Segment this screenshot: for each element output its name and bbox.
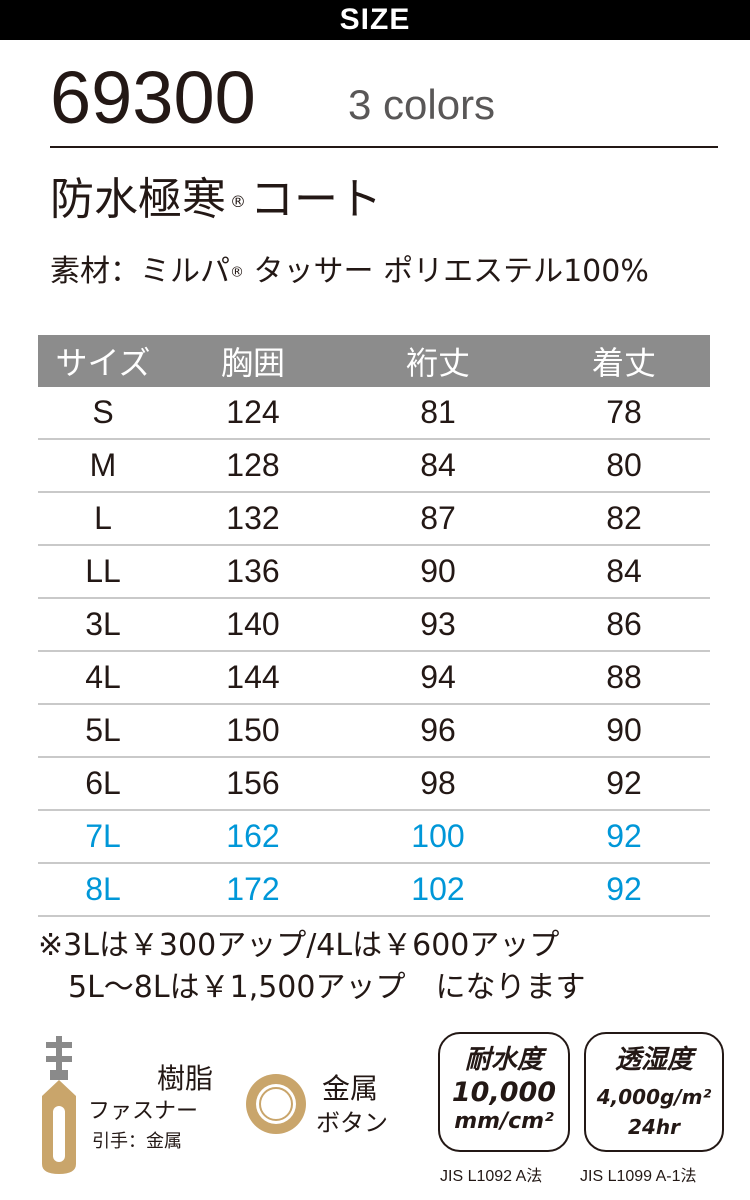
material-suffix: タッサー ポリエステル100% [244,254,649,289]
table-row: 4L 144 94 88 [38,652,710,705]
registered-mark: ® [230,192,246,211]
breathability-value: 4,000g/m² [596,1085,712,1109]
waterproof-unit: mm/cm² [454,1109,554,1134]
divider [50,146,718,148]
cell-length: 90 [606,712,642,748]
table-row: 6L 156 98 92 [38,758,710,811]
color-count: 3 colors [348,81,496,128]
cell-sleeve: 87 [420,500,456,536]
cell-sleeve: 96 [420,712,456,748]
waterproof-badge: 耐水度 10,000 mm/cm² [438,1032,570,1152]
cell-chest: 156 [226,765,280,801]
cell-chest: 144 [226,659,280,695]
table-row: S 124 81 78 [38,387,710,440]
cell-chest: 162 [226,818,280,854]
cell-length: 92 [606,871,642,907]
cell-length: 88 [606,659,642,695]
table-row: L 132 87 82 [38,493,710,546]
button-title: 金属 [322,1072,379,1105]
cell-chest: 132 [226,500,280,536]
cell-chest: 128 [226,447,280,483]
cell-chest: 136 [226,553,280,589]
cell-sleeve: 90 [420,553,456,589]
table-row: 5L 150 96 90 [38,705,710,758]
cell-sleeve: 84 [420,447,456,483]
cell-sleeve: 102 [411,871,465,907]
cell-size: 6L [85,765,121,801]
cell-chest: 172 [226,871,280,907]
price-note-line-2: 5L～8Lは￥1,500アップ になります [38,970,586,1005]
cell-sleeve: 81 [420,394,456,430]
header-size: サイズ [55,344,151,382]
cell-size: 5L [85,712,121,748]
cell-length: 82 [606,500,642,536]
material-prefix: 素材：ミルパ [50,254,230,289]
button-subtitle: ボタン [316,1109,388,1137]
cell-size: 8L [85,871,121,907]
product-name-main: 防水極寒 [50,174,226,225]
price-note-line-1: ※3Lは￥300アップ/4Lは￥600アップ [38,928,560,963]
cell-length: 78 [606,394,642,430]
cell-size: S [92,394,114,430]
breathability-title: 透湿度 [614,1045,693,1075]
size-table-body: S 124 81 78 M 128 84 80 L 132 87 82 LL 136 90 84 3L 140 93… [38,387,710,917]
zipper-pull-note: 引手：金属 [92,1131,182,1152]
cell-size: 7L [85,818,121,854]
cell-size: M [89,447,117,483]
cell-size: LL [85,553,121,589]
table-row: M 128 84 80 [38,440,710,493]
cell-sleeve: 98 [420,765,456,801]
size-table: サイズ 胸囲 裄丈 着丈 S 124 81 78 M 128 84 80 L 132 87 82 LL 1… [38,335,710,917]
cell-length: 84 [606,553,642,589]
cell-sleeve: 93 [420,606,456,642]
header-sleeve: 裄丈 [405,344,470,382]
cell-chest: 150 [226,712,280,748]
cell-size: 3L [85,606,121,642]
model-number: 69300 [50,56,256,139]
product-name: 防水極寒 ®コート [50,170,382,232]
cell-length: 92 [606,818,642,854]
cell-size: 4L [85,659,121,695]
header-length: 着丈 [591,344,656,382]
zipper-subtitle: ファスナー [88,1099,199,1124]
cell-sleeve: 94 [420,659,456,695]
cell-chest: 140 [226,606,280,642]
header-chest: 胸囲 [220,344,285,382]
cell-length: 92 [606,765,642,801]
size-header: SIZE [0,0,750,40]
cell-length: 86 [606,606,642,642]
zipper-icon [42,1036,76,1174]
table-row: LL 136 90 84 [38,546,710,599]
table-row: 7L 162 100 92 [38,811,710,864]
cell-sleeve: 100 [411,818,465,854]
waterproof-value: 10,000 [451,1077,557,1108]
breathability-standard: JIS L1099 A-1法 [580,1168,697,1185]
zipper-title: 樹脂 [156,1062,213,1095]
table-row: 8L 172 102 92 [38,864,710,917]
table-row: 3L 140 93 86 [38,599,710,652]
cell-size: L [94,500,112,536]
waterproof-title: 耐水度 [464,1045,543,1075]
waterproof-standard: JIS L1092 A法 [440,1168,543,1185]
cell-chest: 124 [226,394,280,430]
material-registered-mark: ® [230,264,244,281]
breathability-unit: 24hr [628,1115,680,1139]
cell-length: 80 [606,447,642,483]
material-line: 素材：ミルパ® タッサー ポリエステル100% [50,250,649,295]
product-name-suffix: コート [250,174,382,225]
metal-button-icon [246,1074,306,1134]
size-table-header: サイズ 胸囲 裄丈 着丈 [38,335,710,387]
breathability-badge: 透湿度 4,000g/m² 24hr [584,1032,724,1152]
price-note: ※3Lは￥300アップ/4Lは￥600アップ 5L～8Lは￥1,500アップ に… [38,925,586,1009]
